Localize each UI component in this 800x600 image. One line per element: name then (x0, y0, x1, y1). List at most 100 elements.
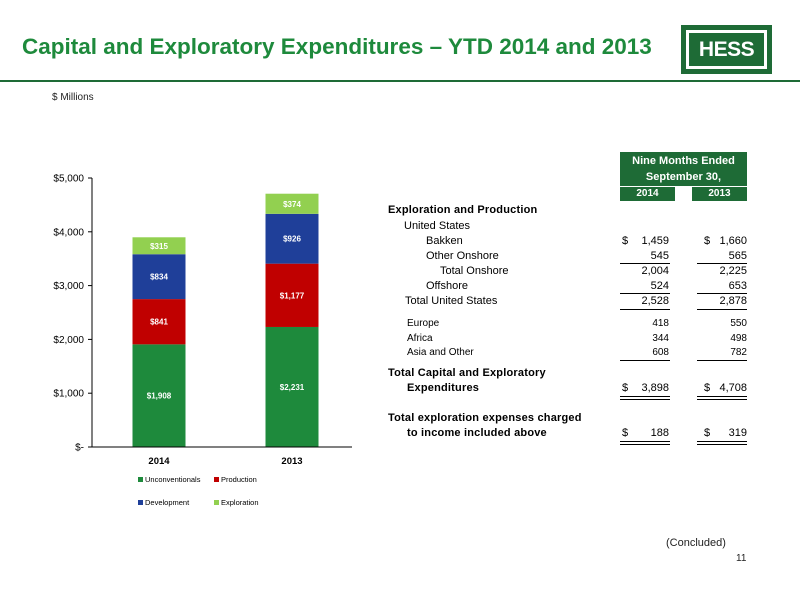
subtotal-rule (620, 309, 670, 310)
y-tick-label: $3,000 (53, 281, 84, 292)
units-label: $ Millions (52, 92, 94, 103)
total-us-label: Total United States (405, 295, 498, 307)
asia-2013: 782 (730, 347, 747, 358)
offshore-2014: 524 (650, 280, 669, 292)
total-capex-2013: 4,708 (719, 382, 747, 394)
stacked-bar-chart: $-$1,000$2,000$3,000$4,000$5,000 $1,908$… (53, 174, 352, 507)
asia-label: Asia and Other (407, 347, 474, 358)
title-rule (0, 80, 800, 82)
legend-label: Production (221, 475, 257, 484)
data-label: $315 (150, 242, 168, 251)
legend-label: Development (145, 498, 190, 507)
total-expl-2014: 188 (650, 427, 669, 439)
total-expl-label: Total exploration expenses charged (388, 412, 582, 424)
total-capex-2014: 3,898 (641, 382, 669, 394)
x-category-label: 2013 (281, 456, 302, 467)
total-us-2013: 2,878 (719, 295, 747, 307)
bar-segment-unconventionals (265, 326, 319, 447)
us-label: United States (404, 220, 471, 232)
dollar-sign: $ (622, 235, 629, 247)
africa-2013: 498 (730, 333, 747, 344)
bar-segment-development (132, 254, 186, 300)
subtotal-rule (697, 309, 747, 310)
dollar-sign: $ (622, 427, 629, 439)
bakken-label: Bakken (426, 235, 463, 247)
y-tick-label: $2,000 (53, 335, 84, 346)
offshore-2013: 653 (728, 280, 747, 292)
total-onshore-2014: 2,004 (641, 265, 669, 277)
legend: Unconventionals Production Development Expl… (138, 475, 259, 507)
subtotal-rule (620, 263, 670, 264)
africa-label: Africa (407, 333, 433, 344)
y-tick-label: $- (75, 443, 84, 454)
bakken-2014: 1,459 (641, 235, 669, 247)
total-onshore-2013: 2,225 (719, 265, 747, 277)
bar-segment-unconventionals (132, 344, 186, 447)
y-axis: $- $1,000 $2,000 $3,000 $4,000 $5,000 (53, 174, 93, 454)
data-label: $834 (150, 273, 168, 282)
total-expl-label-2: to income included above (407, 427, 547, 439)
subtotal-rule (697, 360, 747, 361)
y-tick-label: $5,000 (53, 174, 84, 185)
total-onshore-label: Total Onshore (440, 265, 509, 277)
data-label: $1,177 (280, 291, 305, 300)
europe-2013: 550 (730, 318, 747, 329)
other-onshore-2013: 565 (728, 250, 747, 262)
dollar-sign: $ (704, 382, 711, 394)
legend-swatch (138, 500, 143, 505)
bar-segment-production (132, 299, 186, 345)
total-us-2014: 2,528 (641, 295, 669, 307)
subtotal-rule (620, 293, 670, 294)
year-header-2013: 2013 (692, 187, 747, 201)
data-label: $374 (283, 200, 301, 209)
bars: $1,908 $841 $834 $315 $2,231 $1,177 $926 $374 (132, 193, 319, 447)
bar-segment-exploration (132, 237, 186, 255)
africa-2014: 344 (652, 333, 669, 344)
bakken-2013: 1,660 (719, 235, 747, 247)
europe-2014: 418 (652, 318, 669, 329)
bar-segment-exploration (265, 193, 319, 214)
legend-label: Exploration (221, 498, 259, 507)
total-double-rule (697, 441, 747, 445)
dollar-sign: $ (704, 427, 711, 439)
hess-logo: HESS (681, 25, 772, 74)
asia-2014: 608 (652, 347, 669, 358)
dollar-sign: $ (622, 382, 629, 394)
bar-segment-production (265, 263, 319, 327)
total-double-rule (697, 396, 747, 400)
total-double-rule (620, 441, 670, 445)
data-label: $841 (150, 318, 168, 327)
legend-swatch (138, 477, 143, 482)
legend-swatch (214, 477, 219, 482)
table-header-line2: September 30, (645, 171, 722, 183)
x-category-label: 2014 (148, 456, 170, 467)
y-tick-label: $1,000 (53, 389, 84, 400)
slide-title: Capital and Exploratory Expenditures – Y… (22, 34, 652, 59)
y-tick-label: $4,000 (53, 227, 84, 238)
subtotal-rule (620, 360, 670, 361)
total-capex-label: Total Capital and Exploratory (388, 367, 546, 379)
section-label: Exploration and Production (388, 204, 538, 216)
x-axis: 2014 2013 (92, 446, 352, 467)
subtotal-rule (697, 293, 747, 294)
other-onshore-label: Other Onshore (426, 250, 499, 262)
legend-swatch (214, 500, 219, 505)
other-onshore-2014: 545 (650, 250, 669, 262)
total-expl-2013: 319 (728, 427, 747, 439)
data-label: $2,231 (280, 383, 305, 392)
table-header: Nine Months Ended September 30, (620, 152, 747, 186)
subtotal-rule (697, 263, 747, 264)
data-label: $1,908 (147, 392, 172, 401)
table-header-line1: Nine Months Ended (632, 155, 735, 167)
total-capex-label-2: Expenditures (407, 382, 480, 394)
logo-text: HESS (689, 33, 764, 66)
offshore-label: Offshore (426, 280, 468, 292)
europe-label: Europe (407, 318, 440, 329)
total-double-rule (620, 396, 670, 400)
year-header-2014: 2014 (620, 187, 675, 201)
page-number: 11 (736, 553, 747, 564)
dollar-sign: $ (704, 235, 711, 247)
concluded-note: (Concluded) (666, 537, 726, 549)
data-label: $926 (283, 235, 301, 244)
legend-label: Unconventionals (145, 475, 201, 484)
